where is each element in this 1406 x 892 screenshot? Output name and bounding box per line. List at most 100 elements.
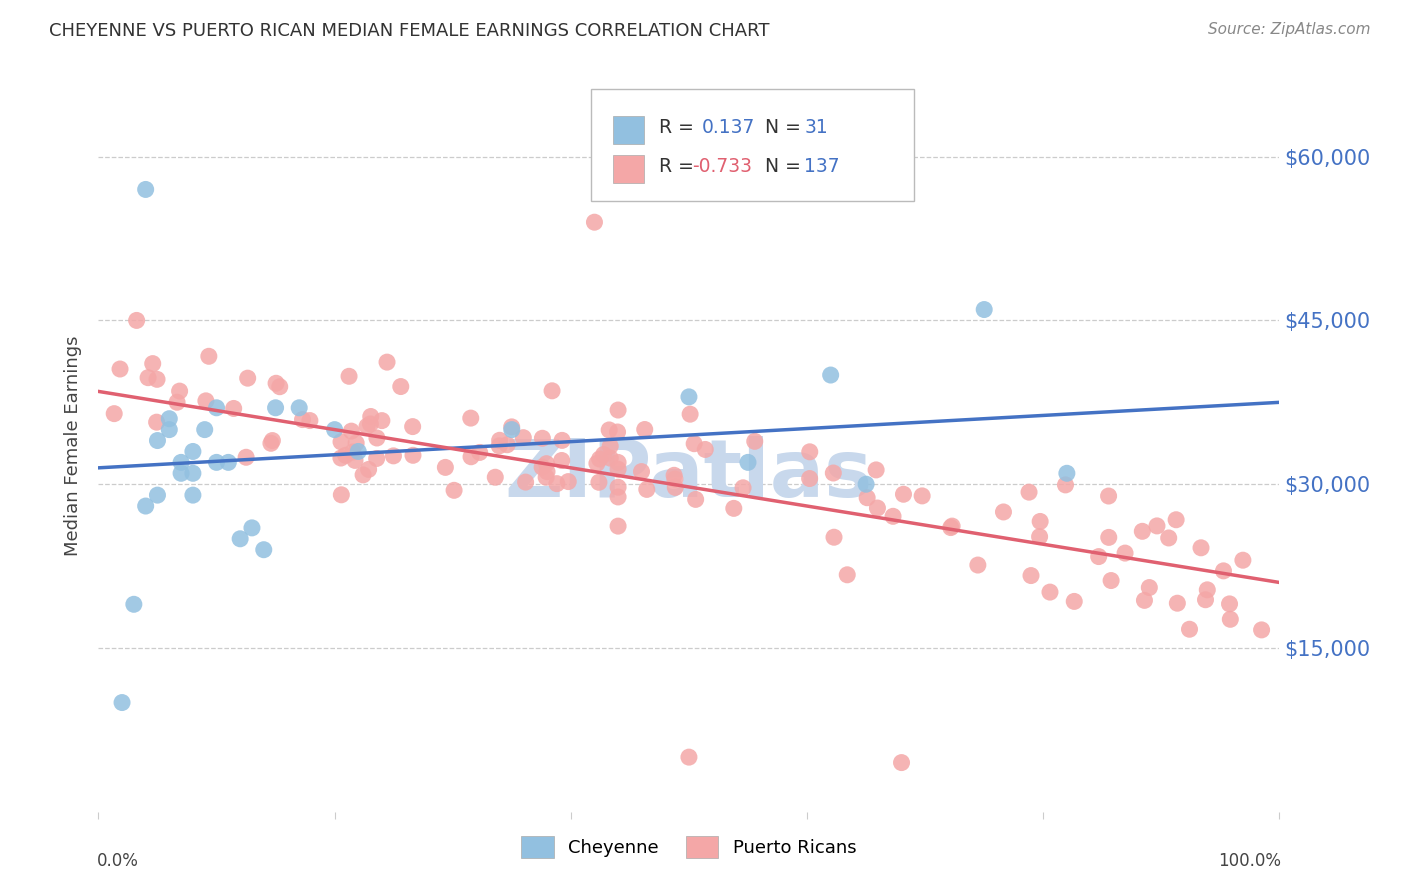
Point	[1157, 531, 1180, 545]
Point	[679, 407, 702, 421]
Point	[531, 460, 554, 475]
Point	[588, 452, 610, 467]
Point	[823, 466, 845, 480]
Point	[941, 519, 963, 533]
Point	[1218, 597, 1240, 611]
Point	[460, 411, 482, 425]
Point	[1178, 622, 1201, 636]
Point	[344, 436, 367, 450]
Point	[1197, 582, 1219, 597]
Point	[607, 490, 630, 504]
Text: R =: R =	[659, 157, 700, 177]
Point	[323, 423, 346, 437]
Text: CHEYENNE VS PUERTO RICAN MEDIAN FEMALE EARNINGS CORRELATION CHART: CHEYENNE VS PUERTO RICAN MEDIAN FEMALE E…	[49, 22, 769, 40]
Point	[194, 423, 217, 437]
Point	[240, 521, 263, 535]
Point	[253, 542, 276, 557]
Point	[1137, 581, 1160, 595]
Point	[501, 420, 523, 434]
Point	[866, 501, 889, 516]
Point	[911, 489, 934, 503]
Point	[1250, 623, 1272, 637]
Point	[1039, 585, 1062, 599]
Point	[434, 460, 457, 475]
Point	[799, 471, 821, 485]
Point	[166, 395, 188, 409]
Point	[993, 505, 1015, 519]
Point	[531, 431, 554, 445]
Text: Source: ZipAtlas.com: Source: ZipAtlas.com	[1208, 22, 1371, 37]
Text: 0.0%: 0.0%	[97, 852, 139, 870]
Y-axis label: Median Female Earnings: Median Female Earnings	[65, 335, 83, 557]
Point	[269, 380, 291, 394]
Point	[678, 390, 700, 404]
Point	[855, 477, 877, 491]
Point	[893, 487, 915, 501]
Point	[606, 425, 628, 439]
Point	[546, 476, 568, 491]
Point	[1098, 530, 1121, 544]
Point	[402, 448, 425, 462]
Point	[1056, 467, 1078, 481]
Point	[157, 411, 180, 425]
Point	[856, 491, 879, 505]
Point	[236, 371, 259, 385]
Point	[592, 448, 614, 462]
Text: ZIPatlas: ZIPatlas	[505, 436, 873, 515]
Point	[366, 431, 388, 445]
Point	[401, 419, 423, 434]
Point	[1146, 519, 1168, 533]
Point	[337, 369, 360, 384]
Point	[1219, 612, 1241, 626]
Point	[636, 483, 658, 497]
Point	[340, 424, 363, 438]
Point	[541, 384, 564, 398]
Point	[731, 481, 754, 495]
Point	[360, 409, 382, 424]
Point	[630, 465, 652, 479]
Point	[496, 438, 519, 452]
Point	[343, 453, 366, 467]
Text: 100.0%: 100.0%	[1218, 852, 1281, 870]
Point	[599, 439, 621, 453]
Point	[157, 423, 180, 437]
Point	[685, 492, 707, 507]
Point	[103, 407, 125, 421]
Point	[607, 519, 630, 533]
Point	[536, 457, 558, 471]
Point	[1097, 489, 1119, 503]
Point	[125, 313, 148, 327]
Point	[329, 450, 352, 465]
Point	[122, 597, 145, 611]
Point	[664, 480, 686, 494]
Point	[264, 401, 287, 415]
Point	[744, 434, 766, 449]
Point	[135, 182, 157, 196]
Point	[135, 499, 157, 513]
Point	[1114, 546, 1136, 560]
Point	[551, 453, 574, 467]
Point	[142, 357, 165, 371]
Point	[488, 439, 510, 453]
Point	[586, 457, 609, 471]
Point	[662, 468, 685, 483]
Point	[678, 750, 700, 764]
Point	[170, 467, 193, 481]
Point	[1099, 574, 1122, 588]
Point	[598, 423, 620, 437]
Text: -0.733: -0.733	[692, 157, 752, 177]
Point	[330, 488, 353, 502]
Point	[695, 442, 717, 457]
Point	[145, 415, 167, 429]
Point	[882, 509, 904, 524]
Point	[664, 472, 686, 486]
Point	[108, 362, 131, 376]
Point	[1232, 553, 1254, 567]
Text: 137: 137	[804, 157, 839, 177]
Point	[291, 412, 314, 426]
Point	[356, 419, 378, 434]
Point	[217, 455, 239, 469]
Point	[723, 501, 745, 516]
Point	[1019, 568, 1042, 582]
Point	[588, 475, 610, 490]
